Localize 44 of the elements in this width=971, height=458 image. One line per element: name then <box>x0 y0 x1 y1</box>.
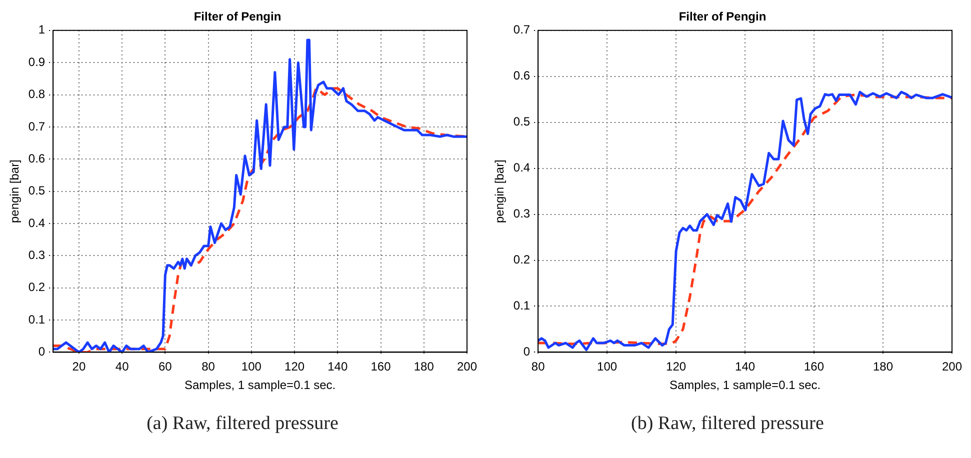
x-tick-label: 20 <box>72 360 86 374</box>
y-tick-label: 0.1 <box>28 312 46 326</box>
y-tick-label: 0.7 <box>513 22 530 37</box>
x-tick-label: 180 <box>873 360 894 374</box>
x-tick-label: 140 <box>328 360 348 374</box>
y-tick-label: 0 <box>38 344 46 359</box>
y-tick-label: 0.8 <box>28 87 46 102</box>
x-tick-label: 120 <box>666 360 686 374</box>
y-axis-title: pengin [bar] <box>8 160 22 223</box>
y-tick-label: 0.7 <box>28 119 46 134</box>
y-tick-label: 0.6 <box>28 151 46 166</box>
y-tick-label: 0.1 <box>513 298 530 313</box>
y-tick-label: 0.5 <box>28 184 46 198</box>
x-tick-label: 200 <box>456 360 478 374</box>
y-axis-title: pengin [bar] <box>492 160 507 223</box>
x-axis-title: Samples, 1 sample=0.1 sec. <box>670 378 821 392</box>
x-tick-label: 140 <box>735 360 756 374</box>
x-tick-label: 160 <box>804 360 824 374</box>
y-tick-label: 1 <box>38 22 46 37</box>
x-tick-label: 80 <box>202 360 216 374</box>
x-tick-label: 180 <box>414 360 434 374</box>
x-tick-label: 60 <box>158 360 172 374</box>
y-tick-label: 0.3 <box>28 248 46 262</box>
x-tick-label: 120 <box>284 360 305 374</box>
y-tick-label: 0.2 <box>28 280 46 294</box>
y-tick-label: 0.5 <box>513 114 530 129</box>
text: (a) Raw, filtered pressure <box>146 413 340 435</box>
chart-title: Filter of Pengin <box>678 10 766 24</box>
x-tick-label: 200 <box>942 360 962 374</box>
x-tick-label: 160 <box>370 360 392 374</box>
text: (b) Raw, filtered pressure <box>630 413 825 435</box>
y-tick-label: 0.9 <box>28 54 46 69</box>
x-tick-label: 100 <box>241 360 262 374</box>
y-tick-label: 0.2 <box>513 252 530 267</box>
x-axis-title: Samples, 1 sample=0.1 sec. <box>184 378 336 392</box>
chart-title: Filter of Pengin <box>194 10 282 24</box>
y-tick-label: 0.4 <box>28 216 46 230</box>
y-tick-label: 0.3 <box>513 206 530 221</box>
y-tick-label: 0 <box>523 344 530 359</box>
y-tick-label: 0.6 <box>513 68 530 83</box>
x-tick-label: 40 <box>115 360 130 374</box>
y-tick-label: 0.4 <box>513 160 530 175</box>
x-tick-label: 80 <box>531 360 546 374</box>
x-tick-label: 100 <box>597 360 618 374</box>
